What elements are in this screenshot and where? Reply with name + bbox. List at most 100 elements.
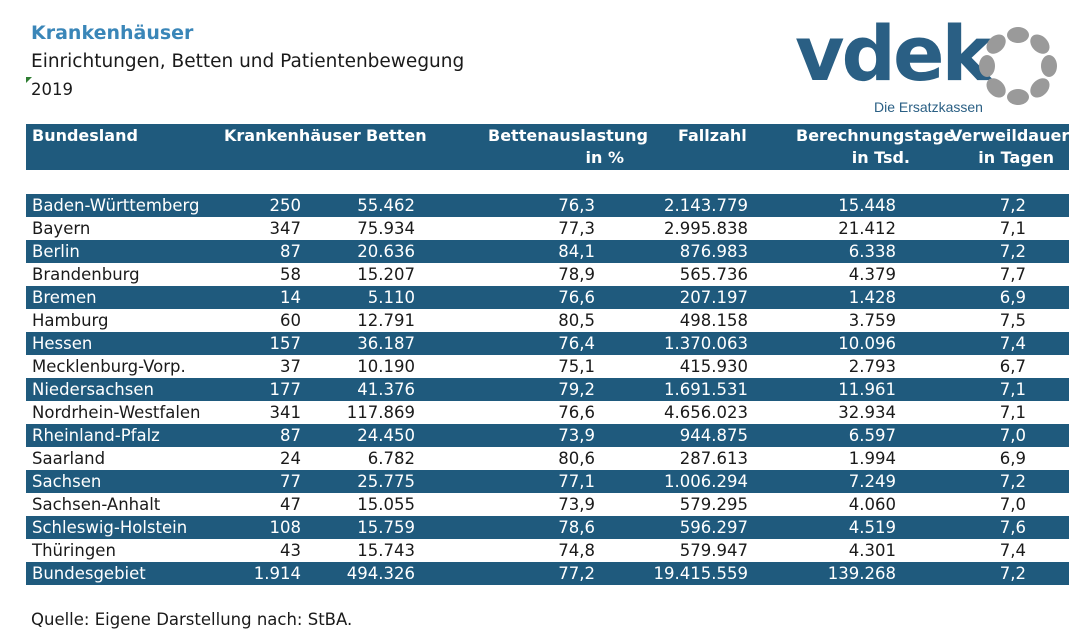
table-row: Hamburg 60 12.791 80,5 498.158 3.759 7,5 [26,309,1069,332]
cell-verweildauer: 7,2 [999,196,1026,215]
cell-bundesland: Berlin [32,242,80,261]
table-body: Baden-Württemberg 250 55.462 76,3 2.143.779 1… [26,194,1069,585]
cell-verweildauer: 7,0 [999,426,1026,445]
cell-bundesland: Sachsen [32,472,102,491]
cell-verweildauer: 7,2 [999,564,1026,583]
logo-ring-segment [1030,34,1050,54]
cell-verweildauer: 6,9 [999,288,1026,307]
cell-bundesland: Baden-Württemberg [32,196,200,215]
cell-bettenauslastung: 76,6 [558,288,595,307]
cell-verweildauer: 7,2 [999,472,1026,491]
cell-fallzahl: 4.656.023 [664,403,748,422]
cell-betten: 12.791 [357,311,415,330]
cell-verweildauer: 7,4 [999,541,1026,560]
cell-bundesland: Bayern [32,219,91,238]
table-header: Bundesland Krankenhäuser Betten Bettenau… [26,124,1069,170]
col-header-bundesland: Bundesland [32,126,138,145]
cell-bettenauslastung: 74,8 [558,541,595,560]
cell-bettenauslastung: 78,9 [558,265,595,284]
table-row: Sachsen 77 25.775 77,1 1.006.294 7.249 7,2 [26,470,1069,493]
col-header-bettenauslastung: Bettenauslastung [488,126,648,145]
cell-bettenauslastung: 75,1 [558,357,595,376]
table-row: Mecklenburg-Vorp. 37 10.190 75,1 415.930 2.79… [26,355,1069,378]
cell-fallzahl: 565.736 [679,265,748,284]
cell-betten: 20.636 [357,242,415,261]
table-row: Rheinland-Pfalz 87 24.450 73,9 944.875 6.597 7… [26,424,1069,447]
logo-ring-segment [986,78,1006,98]
cell-betten: 15.207 [357,265,415,284]
table-row: Bremen 14 5.110 76,6 207.197 1.428 6,9 [26,286,1069,309]
logo-ring-segment [1007,89,1029,105]
cell-fallzahl: 876.983 [679,242,748,261]
cell-berechnungstage: 6.597 [848,426,896,445]
cell-verweildauer: 7,1 [999,403,1026,422]
page-subtitle: Einrichtungen, Betten und Patientenbeweg… [31,51,465,72]
table-row: Thüringen 43 15.743 74,8 579.947 4.301 7,4 [26,539,1069,562]
cell-betten: 25.775 [357,472,415,491]
cell-krankenhaeuser: 47 [280,495,301,514]
hospital-table: Bundesland Krankenhäuser Betten Bettenau… [26,124,1069,585]
cell-berechnungstage: 4.060 [848,495,896,514]
cell-berechnungstage: 21.412 [838,219,896,238]
cell-berechnungstage: 3.759 [848,311,896,330]
table-row: Sachsen-Anhalt 47 15.055 73,9 579.295 4.060 7,… [26,493,1069,516]
cell-verweildauer: 6,7 [999,357,1026,376]
cell-marker-icon [26,77,32,83]
cell-verweildauer: 7,0 [999,495,1026,514]
cell-fallzahl: 944.875 [679,426,748,445]
logo-wordmark: vdek [795,9,992,98]
cell-betten: 15.759 [357,518,415,537]
cell-betten: 15.055 [357,495,415,514]
cell-bundesland: Schleswig-Holstein [32,518,188,537]
cell-bundesland: Bremen [32,288,97,307]
cell-bettenauslastung: 76,3 [558,196,595,215]
cell-betten: 15.743 [357,541,415,560]
cell-krankenhaeuser: 347 [269,219,302,238]
cell-bundesland: Rheinland-Pfalz [32,426,160,445]
cell-krankenhaeuser: 24 [280,449,301,468]
cell-berechnungstage: 139.268 [827,564,896,583]
cell-betten: 75.934 [357,219,415,238]
cell-berechnungstage: 32.934 [838,403,896,422]
cell-bundesland: Hamburg [32,311,109,330]
cell-bettenauslastung: 78,6 [558,518,595,537]
cell-bundesland: Hessen [32,334,93,353]
logo-tagline: Die Ersatzkassen [874,99,983,115]
cell-fallzahl: 415.930 [679,357,748,376]
cell-verweildauer: 7,5 [999,311,1026,330]
logo-ring-segment [979,55,995,77]
cell-bundesland: Niedersachsen [32,380,154,399]
cell-krankenhaeuser: 87 [280,242,301,261]
cell-berechnungstage: 4.519 [848,518,896,537]
cell-betten: 36.187 [357,334,415,353]
logo-ring-icon [979,27,1057,105]
cell-berechnungstage: 1.428 [848,288,896,307]
cell-bettenauslastung: 79,2 [558,380,595,399]
col-header-berechnungstage: Berechnungstage [796,126,955,145]
cell-betten: 494.326 [346,564,415,583]
table-row: Niedersachsen 177 41.376 79,2 1.691.531 11.96… [26,378,1069,401]
cell-verweildauer: 7,7 [999,265,1026,284]
cell-betten: 5.110 [367,288,415,307]
logo-ring-segment [1030,78,1050,98]
cell-berechnungstage: 4.379 [848,265,896,284]
cell-berechnungstage: 4.301 [848,541,896,560]
logo-ring-segment [986,34,1006,54]
cell-krankenhaeuser: 43 [280,541,301,560]
cell-bettenauslastung: 73,9 [558,426,595,445]
cell-verweildauer: 6,9 [999,449,1026,468]
cell-bundesland: Thüringen [32,541,116,560]
cell-krankenhaeuser: 341 [269,403,302,422]
page-title: Krankenhäuser [31,22,194,44]
cell-berechnungstage: 2.793 [848,357,896,376]
cell-krankenhaeuser: 58 [280,265,301,284]
cell-bettenauslastung: 84,1 [558,242,595,261]
cell-bettenauslastung: 77,1 [558,472,595,491]
cell-berechnungstage: 15.448 [838,196,896,215]
cell-verweildauer: 7,1 [999,219,1026,238]
col-header-verweildauer: Verweildauer [950,126,1070,145]
cell-betten: 10.190 [357,357,415,376]
col-header-krankenhaeuser: Krankenhäuser [224,126,361,145]
cell-verweildauer: 7,2 [999,242,1026,261]
cell-krankenhaeuser: 14 [280,288,301,307]
